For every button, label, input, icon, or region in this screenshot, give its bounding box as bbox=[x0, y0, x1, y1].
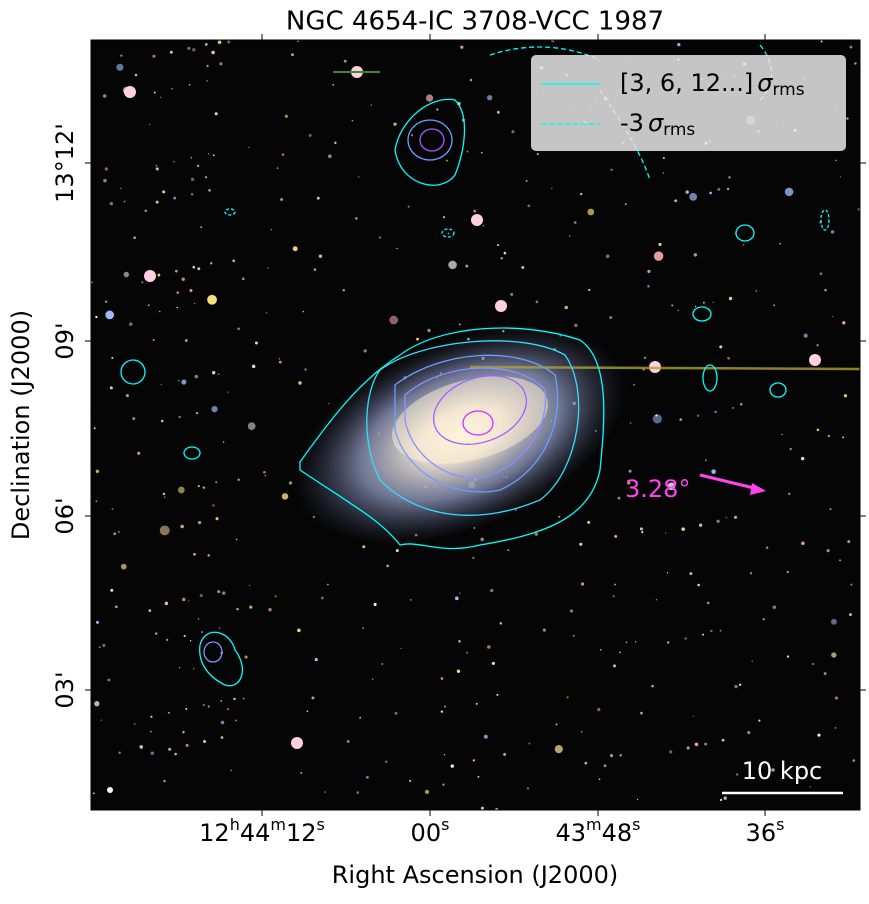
tick-number: 44 bbox=[240, 819, 271, 847]
x-tick-label: 00s​ bbox=[411, 815, 450, 848]
x-axis-label: Right Ascension (J2000) bbox=[332, 861, 619, 889]
y-tick-label: 13°12' bbox=[51, 123, 79, 203]
legend-symbol: σ bbox=[757, 69, 773, 97]
tick-number: 43 bbox=[555, 819, 586, 847]
legend-subscript: rms bbox=[663, 120, 695, 140]
tick-number: 36 bbox=[746, 819, 777, 847]
legend-text: [3, 6, 12...] bbox=[620, 69, 753, 97]
beam bbox=[107, 787, 113, 793]
title: NGC 4654-IC 3708-VCC 1987 bbox=[286, 7, 664, 37]
galaxy bbox=[293, 71, 860, 545]
x-tick-label: 43m​48s​ bbox=[555, 815, 640, 848]
tick-unit: m bbox=[270, 815, 286, 834]
tick-unit: s bbox=[632, 815, 640, 834]
tick-unit: s bbox=[441, 815, 449, 834]
plot-frame bbox=[90, 39, 861, 811]
x-tick-label: 36s​ bbox=[746, 815, 785, 848]
tick-unit: s bbox=[317, 815, 325, 834]
stars bbox=[91, 40, 860, 810]
angle-label: 3.28° bbox=[625, 475, 690, 503]
legend-symbol: σ bbox=[648, 109, 664, 137]
y-tick-label: 06' bbox=[51, 497, 79, 534]
tick-number: 00 bbox=[411, 819, 442, 847]
legend-label: [3, 6, 12...] σrms bbox=[620, 69, 805, 100]
legend-box bbox=[531, 55, 846, 151]
tick-unit: m bbox=[586, 815, 602, 834]
x-tick-label: 12h​44m​12s​ bbox=[199, 815, 325, 848]
legend-subscript: rms bbox=[772, 80, 804, 100]
angle-arrow bbox=[699, 473, 759, 491]
y-tick-label: 09' bbox=[51, 322, 79, 359]
contours bbox=[120, 44, 830, 687]
scale-label: 10 kpc bbox=[742, 757, 823, 785]
tick-unit: s bbox=[776, 815, 784, 834]
legend-label: -3 σrms bbox=[620, 109, 695, 140]
legend-text: -3 bbox=[620, 109, 644, 137]
tick-unit: h bbox=[230, 815, 240, 834]
arrow-head bbox=[750, 483, 766, 495]
legend: [3, 6, 12...] σrms-3 σrms bbox=[531, 55, 846, 151]
y-tick-label: 03' bbox=[51, 671, 79, 708]
y-axis-label: Declination (J2000) bbox=[7, 310, 35, 540]
tick-number: 12 bbox=[286, 819, 317, 847]
tick-number: 12 bbox=[199, 819, 230, 847]
tick-number: 48 bbox=[602, 819, 633, 847]
